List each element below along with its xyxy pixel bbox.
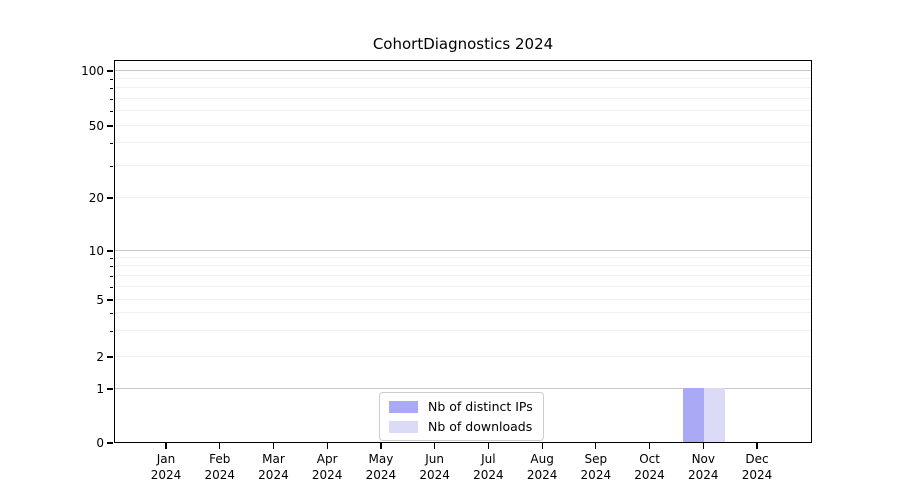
y-minor-tick-mark [110,110,113,113]
chart-title: CohortDiagnostics 2024 [372,35,554,53]
x-tick-label-year: 2024 [688,468,719,482]
y-tick-label: 100 [81,63,104,78]
x-tick-label: Mar 2024 [238,451,308,483]
gridline-minor [115,312,811,314]
x-tick-label: Feb 2024 [185,451,255,483]
y-tick-label: 50 [88,118,104,133]
legend-swatch-downloads [389,420,418,433]
gridline-major [115,387,811,389]
y-tick-mark [107,197,113,199]
y-tick-mark [107,442,113,444]
x-tick-mark [272,443,275,449]
x-tick-label: Dec 2024 [722,451,792,483]
x-tick-label-year: 2024 [741,468,773,482]
x-tick-label: Sep 2024 [561,451,631,483]
x-tick-label: Nov 2024 [668,451,738,483]
gridline-minor [115,355,811,357]
x-tick-label-year: 2024 [258,468,289,482]
x-tick-label: Oct 2024 [615,451,685,483]
gridline-minor [115,77,811,79]
x-tick-mark [756,443,758,449]
y-minor-tick-mark [110,257,113,260]
y-tick-label: 2 [96,350,104,365]
x-tick-mark [595,443,597,449]
legend-item: Nb of distinct IPs [389,399,533,414]
legend-swatch-distinct-ips [389,400,418,413]
x-tick-label: Jan 2024 [131,451,201,483]
x-tick-mark [380,443,382,449]
y-minor-tick-mark [110,165,113,167]
gridline-major [115,69,811,71]
gridline-minor [115,330,811,332]
x-tick-label-year: 2024 [311,468,343,482]
y-minor-tick-mark [110,313,113,315]
y-tick-mark [107,250,113,252]
gridline-minor [115,110,811,112]
x-tick-mark [165,443,167,449]
legend-item: Nb of downloads [389,419,533,434]
x-tick-mark [648,443,651,449]
y-tick-label: 20 [88,190,104,205]
y-tick-label: 10 [88,244,104,258]
gridline-minor [115,124,811,126]
y-tick-mark [107,356,113,358]
x-tick-label-year: 2024 [634,468,665,482]
x-tick-mark [541,443,543,449]
x-tick-mark [434,443,436,449]
gridline-minor [115,196,811,198]
x-tick-label: Jul 2024 [453,451,523,483]
gridline-minor [115,87,811,89]
x-tick-mark [219,443,221,449]
bar-distinct-ips [683,388,705,442]
y-tick-mark [107,299,113,301]
y-tick-mark [107,70,113,72]
gridline-minor [115,274,811,276]
y-minor-tick-mark [110,275,113,277]
gridline-minor [115,164,811,166]
x-tick-label: May 2024 [346,451,416,483]
x-tick-label-year: 2024 [526,468,558,482]
y-tick-label: 1 [96,381,104,396]
x-tick-label: Aug 2024 [507,451,577,483]
gridline-major [115,249,811,251]
x-tick-label-year: 2024 [419,468,450,482]
y-tick-label: 5 [96,292,104,307]
y-minor-tick-mark [110,331,113,333]
gridline-minor [115,97,811,99]
x-tick-mark [702,443,704,449]
gridline-minor [115,285,811,287]
gridline-minor [115,265,811,267]
legend-label: Nb of distinct IPs [428,399,533,414]
legend: Nb of distinct IPs Nb of downloads [379,392,544,441]
x-tick-mark [326,443,328,449]
y-minor-tick-mark [110,286,113,288]
x-tick-label-year: 2024 [365,468,397,482]
y-minor-tick-mark [110,142,113,145]
x-tick-label-year: 2024 [150,468,182,482]
y-minor-tick-mark [110,98,113,100]
bar-downloads [704,388,726,442]
legend-label: Nb of downloads [428,419,533,434]
y-tick-mark [107,388,113,390]
x-tick-label: Jun 2024 [400,451,470,483]
y-minor-tick-mark [110,78,113,80]
x-tick-label-year: 2024 [204,468,235,482]
gridline-minor [115,298,811,300]
gridline-minor [115,142,811,144]
y-minor-tick-mark [110,88,113,90]
gridline-minor [115,256,811,258]
x-tick-label-year: 2024 [580,468,612,482]
y-tick-mark [107,125,113,127]
plot-area: Nb of distinct IPs Nb of downloads [114,60,812,443]
x-tick-label: Apr 2024 [292,451,362,483]
x-tick-label-year: 2024 [473,468,504,482]
y-minor-tick-mark [110,266,113,268]
x-tick-mark [487,443,489,449]
y-tick-label: 0 [96,436,104,450]
